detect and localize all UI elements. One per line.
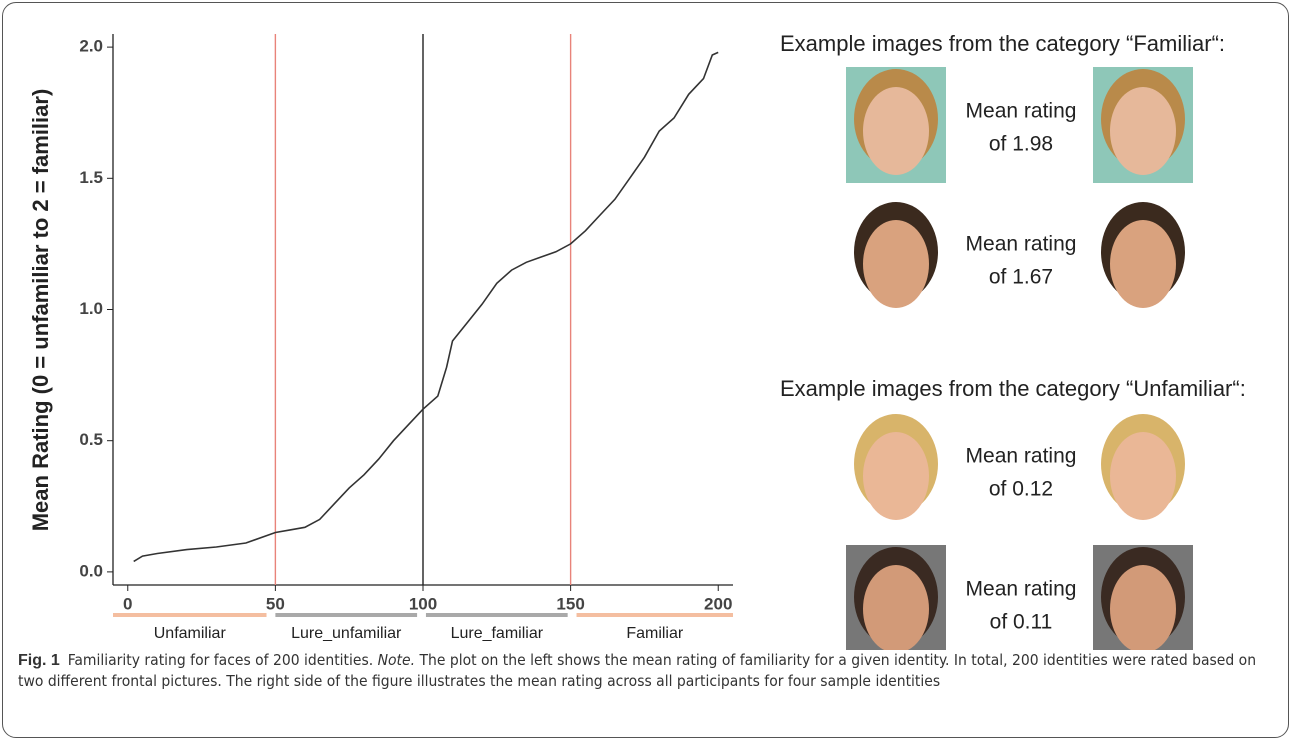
figure: Mean Rating (0 = unfamiliar to 2 = famil… (0, 0, 1293, 742)
category-label: Lure_unfamiliar (291, 625, 402, 642)
section-heading: Example images from the category “Famili… (780, 31, 1225, 56)
face-image (846, 545, 946, 650)
x-tick-label: 0 (123, 594, 132, 613)
x-tick-label: 150 (556, 594, 584, 613)
face (1110, 220, 1176, 308)
rating-text: Mean rating (966, 445, 1077, 468)
face-image (1093, 412, 1193, 528)
y-tick-label: 1.5 (79, 168, 103, 187)
data-line (134, 52, 719, 561)
rating-text: Mean rating (966, 100, 1077, 123)
face (1110, 432, 1176, 520)
x-tick-label: 200 (704, 594, 732, 613)
figure-graphics: Mean Rating (0 = unfamiliar to 2 = famil… (0, 0, 1293, 650)
face-image (846, 200, 946, 316)
x-tick-label: 100 (409, 594, 437, 613)
y-tick-label: 1.0 (79, 299, 103, 318)
x-tick-label: 50 (266, 594, 285, 613)
rating-text: of 1.98 (989, 133, 1053, 156)
rating-text: Mean rating (966, 233, 1077, 256)
rating-text: of 0.11 (990, 611, 1053, 634)
face (1110, 565, 1176, 650)
section-heading: Example images from the category “Unfami… (780, 376, 1246, 401)
category-label: Unfamiliar (154, 625, 227, 642)
face (863, 432, 929, 520)
face (863, 87, 929, 175)
y-tick-label: 2.0 (79, 37, 103, 56)
rating-text: of 1.67 (989, 266, 1053, 289)
face (863, 220, 929, 308)
face-image (1093, 545, 1193, 650)
caption-lead: Familiarity rating for faces of 200 iden… (68, 651, 373, 669)
y-tick-label: 0.5 (79, 430, 103, 449)
face (863, 565, 929, 650)
category-label: Familiar (626, 625, 684, 642)
caption: Fig. 1 Familiarity rating for faces of 20… (18, 650, 1280, 692)
rating-text: Mean rating (966, 578, 1077, 601)
caption-note: Note. (378, 651, 415, 669)
rating-text: of 0.12 (989, 478, 1053, 501)
caption-label: Fig. 1 (18, 652, 60, 669)
face-image (846, 67, 946, 183)
y-axis-label: Mean Rating (0 = unfamiliar to 2 = famil… (28, 89, 53, 532)
face-image (846, 412, 946, 528)
face (1110, 87, 1176, 175)
face-image (1093, 67, 1193, 183)
y-tick-label: 0.0 (79, 561, 103, 580)
category-label: Lure_familiar (451, 625, 544, 642)
face-image (1093, 200, 1193, 316)
